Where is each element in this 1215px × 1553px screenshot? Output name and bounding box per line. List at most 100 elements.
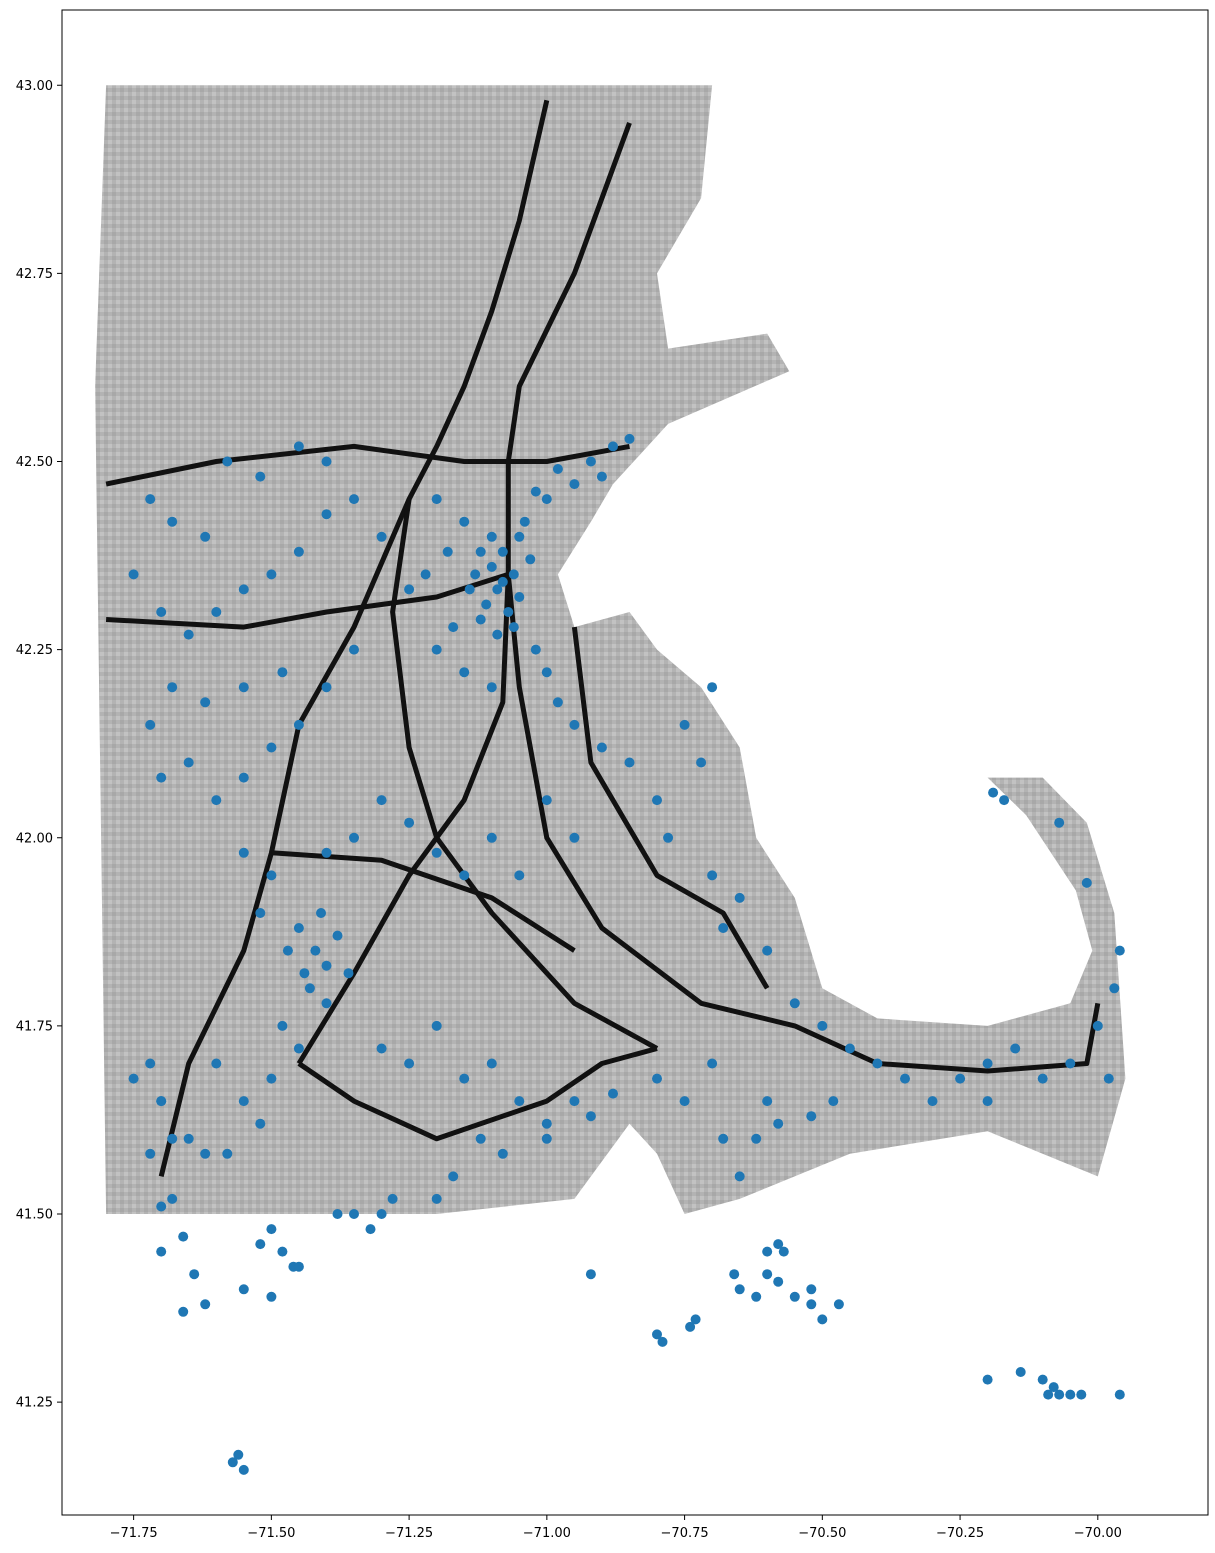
data-point [316, 908, 326, 918]
data-point [569, 832, 580, 843]
data-point [227, 1457, 238, 1468]
data-point [167, 1193, 178, 1204]
data-point [1092, 1020, 1103, 1031]
road-line [390, 498, 659, 1051]
data-point [508, 622, 519, 633]
data-point [927, 1096, 938, 1107]
x-tick-label: −71.00 [523, 1526, 571, 1541]
data-point [999, 795, 1010, 806]
data-point [530, 486, 541, 497]
data-point [718, 923, 729, 933]
data-point [514, 592, 525, 602]
data-point [238, 1284, 249, 1295]
points-layer [128, 433, 1125, 1475]
data-point [596, 471, 607, 482]
data-point [734, 1284, 745, 1295]
data-point [376, 1209, 387, 1219]
data-point [497, 546, 508, 557]
data-point [817, 1314, 828, 1325]
data-point [806, 1299, 817, 1310]
roads-layer [105, 99, 1101, 1177]
data-point [211, 607, 222, 617]
y-tick-label: 43.00 [16, 79, 53, 94]
data-point [1010, 1043, 1021, 1054]
data-point [541, 667, 552, 678]
data-point [431, 644, 442, 655]
data-point [420, 569, 431, 580]
data-point [431, 847, 442, 858]
data-point [277, 667, 288, 678]
data-point [1114, 1389, 1125, 1400]
data-point [266, 1073, 277, 1084]
road-line [571, 626, 770, 990]
data-point [514, 531, 525, 542]
data-point [762, 945, 773, 956]
data-point [585, 1269, 596, 1280]
data-point [475, 614, 486, 625]
y-tick-label: 42.50 [16, 455, 53, 470]
data-point [211, 795, 222, 806]
data-point [459, 1073, 470, 1084]
data-point [200, 697, 211, 708]
data-point [404, 817, 415, 828]
data-point [431, 1193, 442, 1204]
data-point [266, 870, 277, 881]
data-point [773, 1276, 784, 1287]
data-point [734, 1171, 745, 1182]
data-point [685, 1321, 696, 1332]
data-point [321, 847, 332, 858]
data-point [183, 757, 194, 768]
data-point [238, 1096, 249, 1107]
data-point [321, 456, 332, 467]
x-tick-label: −70.75 [661, 1526, 709, 1541]
data-point [585, 1111, 596, 1122]
road-line [158, 99, 550, 1177]
data-point [729, 1269, 740, 1280]
data-point [387, 1193, 398, 1204]
data-point [569, 719, 580, 730]
data-point [431, 1020, 442, 1031]
data-point [762, 1246, 773, 1257]
data-point [624, 757, 635, 768]
data-point [1043, 1389, 1054, 1400]
x-tick-label: −71.25 [385, 1526, 433, 1541]
road-line [297, 1046, 658, 1142]
y-tick-label: 41.75 [16, 1019, 53, 1034]
data-point [541, 494, 552, 505]
data-point [200, 1299, 211, 1310]
data-point [751, 1133, 762, 1144]
data-point [167, 516, 178, 527]
data-point [365, 1224, 376, 1235]
data-point [211, 1058, 222, 1069]
data-point [552, 464, 563, 474]
data-point [178, 1231, 189, 1242]
data-point [222, 1148, 233, 1159]
data-point [624, 433, 635, 444]
data-point [652, 1329, 662, 1340]
data-point [872, 1058, 883, 1069]
data-point [442, 546, 453, 557]
data-point [541, 795, 552, 806]
data-point [1109, 983, 1120, 994]
data-point [145, 494, 156, 505]
data-point [459, 667, 470, 678]
data-point [762, 1269, 773, 1280]
data-point [569, 479, 580, 490]
data-point [734, 892, 745, 903]
data-point [497, 1148, 508, 1159]
data-point [349, 832, 359, 843]
data-point [349, 644, 359, 655]
data-point [266, 569, 277, 580]
data-point [376, 1043, 387, 1054]
data-point [145, 719, 156, 730]
data-point [1114, 945, 1125, 956]
road-line [505, 574, 1101, 1074]
data-point [464, 584, 475, 595]
data-point [679, 1096, 690, 1107]
data-point [448, 622, 459, 633]
data-point [255, 908, 266, 918]
data-point [608, 1088, 618, 1099]
data-point [541, 1133, 552, 1144]
data-point [762, 1096, 773, 1107]
